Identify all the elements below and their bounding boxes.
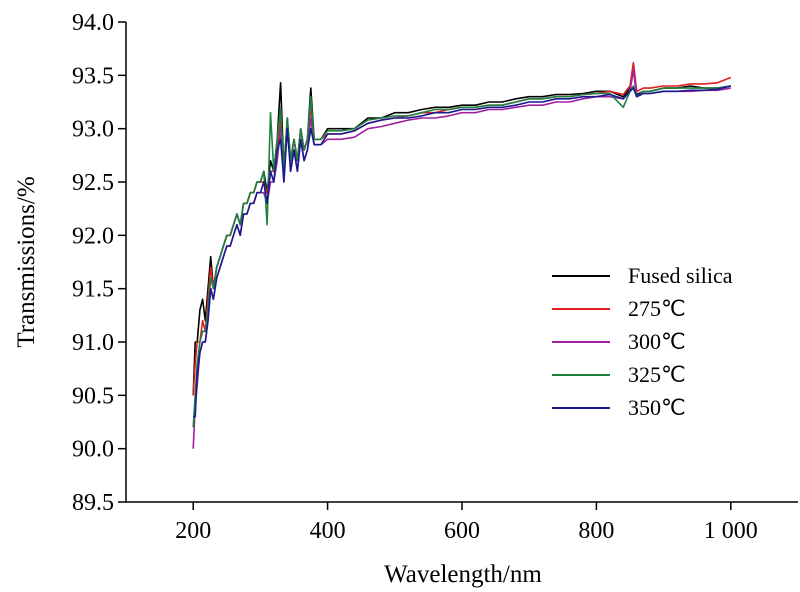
y-tick-label: 92.5 — [72, 170, 114, 196]
y-tick-label: 89.5 — [72, 490, 114, 516]
x-tick-label: 800 — [578, 518, 614, 544]
y-tick-label: 93.0 — [72, 117, 114, 143]
y-tick-label: 93.5 — [72, 63, 114, 89]
x-tick-label: 1 000 — [704, 518, 758, 544]
y-axis-title: Transmissions/% — [13, 176, 40, 347]
legend-label: 275℃ — [628, 296, 686, 321]
legend-label: 300℃ — [628, 329, 686, 354]
series-line-4 — [193, 85, 731, 418]
y-tick-label: 91.5 — [72, 277, 114, 303]
legend: Fused silica 275℃ 300℃ 325℃ 350℃ — [552, 263, 733, 420]
y-tick-label: 90.0 — [72, 437, 114, 463]
legend-label: 350℃ — [628, 395, 686, 420]
legend-label: 325℃ — [628, 362, 686, 387]
y-tick-label: 92.0 — [72, 223, 114, 249]
axes: 89.5 90.0 90.5 91.0 91.5 92.0 92.5 93.0 93.5 94.0… — [72, 10, 798, 544]
y-tick-label: 91.0 — [72, 330, 114, 356]
y-tick-label: 94.0 — [72, 10, 114, 36]
series-lines — [192, 61, 732, 449]
series-line-3 — [192, 85, 731, 428]
series-line-2 — [192, 69, 731, 449]
x-tick-label: 200 — [175, 518, 211, 544]
legend-label: Fused silica — [628, 263, 733, 288]
x-tick-label: 400 — [310, 518, 346, 544]
x-axis-title: Wavelength/nm — [384, 561, 542, 588]
x-tick-label: 600 — [444, 518, 480, 544]
y-tick-label: 90.5 — [72, 383, 114, 409]
